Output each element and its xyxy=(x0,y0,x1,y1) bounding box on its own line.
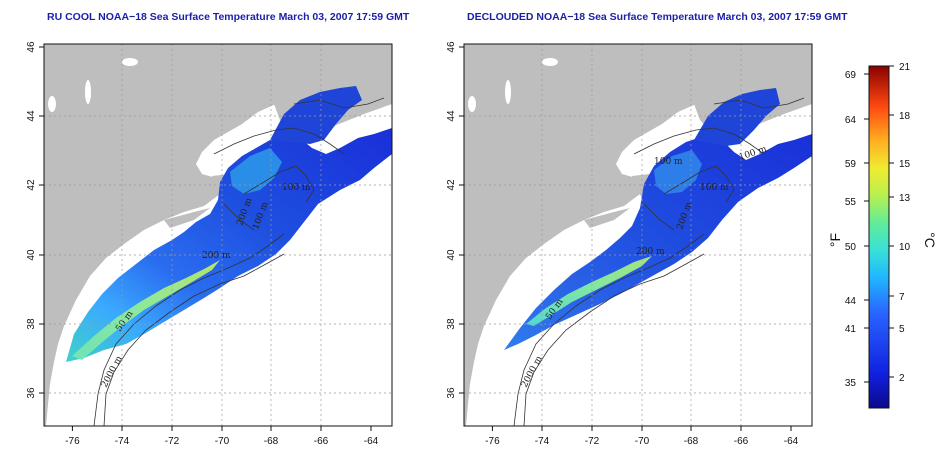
colorbar-f-tick: 41 xyxy=(845,324,857,335)
x-tick-label: -66 xyxy=(314,436,329,447)
graticule xyxy=(44,44,392,426)
y-tick-label: 42 xyxy=(446,179,457,191)
contour-label: 200 m xyxy=(202,251,231,261)
warm-shelf-band xyxy=(526,256,652,326)
x-tick-label: -72 xyxy=(585,436,600,447)
x-tick-label: -74 xyxy=(115,436,130,447)
y-tick-label: 40 xyxy=(26,249,37,261)
bathymetry-contours xyxy=(513,97,805,426)
contour-label: 100 m xyxy=(654,157,683,167)
land-mass xyxy=(464,44,812,426)
sst-field-north xyxy=(270,86,362,144)
contour-label: 100 m xyxy=(282,183,311,193)
colorbar-c-tick: 10 xyxy=(899,242,911,253)
x-tick-label: -68 xyxy=(264,436,279,447)
colorbar-c-tick: 18 xyxy=(899,111,911,122)
y-tick-label: 46 xyxy=(446,41,457,53)
y-tick-label: 42 xyxy=(26,179,37,191)
x-tick-label: -76 xyxy=(65,436,80,447)
colorbar-f-tick: 50 xyxy=(845,242,857,253)
sst-field-gulf-maine xyxy=(230,148,282,194)
lake xyxy=(542,58,558,66)
land-mass xyxy=(44,44,392,426)
x-tick-label: -70 xyxy=(635,436,650,447)
colorbar-c-tick: 21 xyxy=(899,62,911,73)
y-tick-label: 38 xyxy=(26,318,37,330)
colorbar-c-tick: 13 xyxy=(899,193,911,204)
graticule xyxy=(464,44,812,426)
sst-field-gulf-maine xyxy=(654,150,702,194)
colorbar-f-tick: 55 xyxy=(845,197,857,208)
colorbar-f-tick: 35 xyxy=(845,378,857,389)
colorbar-fahrenheit-unit: °F xyxy=(827,233,843,247)
colorbar-c-tick: 15 xyxy=(899,159,911,170)
x-tick-label: -66 xyxy=(734,436,749,447)
x-axis-ticks xyxy=(459,46,792,431)
x-tick-label: -72 xyxy=(165,436,180,447)
colorbar-c-tick: 7 xyxy=(899,292,905,303)
colorbar-celsius-unit: °C xyxy=(922,232,938,248)
y-tick-label: 40 xyxy=(446,249,457,261)
sst-map-declouded: 100 m 200 m 200 m 100 m 100 m 50 m 2000 … xyxy=(446,41,813,447)
sst-field-north xyxy=(694,88,780,146)
y-tick-label: 44 xyxy=(446,110,457,122)
x-tick-label: -70 xyxy=(215,436,230,447)
lake xyxy=(85,80,91,104)
contour-label: 100 m xyxy=(700,183,729,193)
colorbar-c-tick: 2 xyxy=(899,373,905,384)
y-tick-label: 44 xyxy=(26,110,37,122)
lake xyxy=(505,80,511,104)
x-tick-label: -74 xyxy=(535,436,550,447)
y-tick-label: 38 xyxy=(446,318,457,330)
colorbar-c-tick: 5 xyxy=(899,324,905,335)
lake xyxy=(48,96,56,112)
colorbar-gradient xyxy=(868,65,890,409)
y-tick-label: 36 xyxy=(26,387,37,399)
map-frame xyxy=(43,43,393,427)
x-tick-label: -68 xyxy=(684,436,699,447)
y-tick-label: 46 xyxy=(26,41,37,53)
contour-label: 200 m xyxy=(636,247,665,257)
map-frame xyxy=(463,43,813,427)
temperature-colorbar: 69 64 59 55 50 44 41 35 21 18 15 13 10 7… xyxy=(827,62,938,409)
colorbar-f-tick: 59 xyxy=(845,159,857,170)
colorbar-f-tick: 64 xyxy=(845,115,857,126)
land-island xyxy=(584,208,630,228)
x-tick-label: -76 xyxy=(485,436,500,447)
land-island xyxy=(164,208,210,228)
map-title-right: DECLOUDED NOAA−18 Sea Surface Temperatur… xyxy=(467,11,848,23)
colorbar-f-tick: 69 xyxy=(845,70,857,81)
lake xyxy=(122,58,138,66)
x-axis-ticks xyxy=(39,46,372,431)
map-title-left: RU COOL NOAA−18 Sea Surface Temperature … xyxy=(47,11,410,23)
sst-map-cloud-masked: 100 m 200 m 200 m 100 m 50 m 2000 m -76 … xyxy=(26,41,393,447)
lake xyxy=(468,96,476,112)
x-tick-label: -64 xyxy=(784,436,799,447)
bathymetry-contours xyxy=(93,97,385,426)
colorbar-f-tick: 44 xyxy=(845,296,857,307)
warm-shelf-band xyxy=(72,260,220,360)
x-tick-label: -64 xyxy=(364,436,379,447)
y-tick-label: 36 xyxy=(446,387,457,399)
